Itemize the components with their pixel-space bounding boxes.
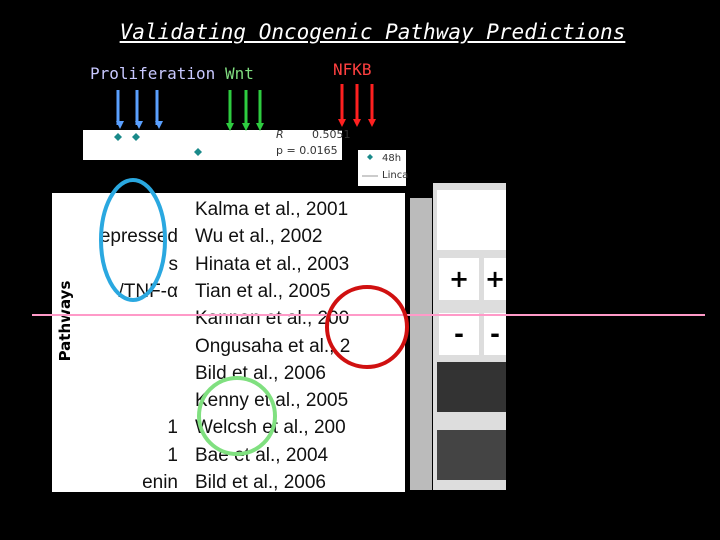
- legend-item: Linca: [382, 170, 409, 181]
- reference-table: [52, 193, 405, 492]
- legend-item: 48h: [382, 153, 402, 164]
- r-value: 0.5051: [312, 128, 351, 141]
- sign: -: [484, 313, 506, 355]
- pathway-cell: s: [168, 253, 179, 275]
- gel-band: [437, 362, 506, 412]
- blue-circle: [99, 178, 167, 302]
- reference-cell: Welcsh et al., 200: [195, 417, 346, 439]
- wnt-label: Wnt: [225, 64, 254, 83]
- gel-header: [437, 190, 506, 250]
- sign: -: [439, 313, 479, 355]
- nfkb-label: NFKB: [333, 60, 372, 79]
- reference-cell: Bae et al., 2004: [195, 444, 329, 466]
- pathway-cell: epressed: [99, 226, 178, 248]
- reference-cell: Tian et al., 2005: [195, 280, 331, 302]
- sign: +: [484, 258, 506, 300]
- plot-fragment: [83, 130, 342, 160]
- plot-points: [114, 133, 373, 160]
- proliferation-label: Proliferation: [90, 64, 216, 83]
- plot-legend: [358, 150, 406, 186]
- sign: +: [439, 258, 479, 300]
- reference-cell: Kannan et al., 200: [195, 308, 350, 330]
- reference-cell: Hinata et al., 2003: [195, 253, 350, 275]
- pathway-cell: 1: [167, 417, 178, 439]
- reference-cell: Kalma et al., 2001: [195, 199, 349, 220]
- reference-cell: Ongusaha et al., 2: [195, 335, 351, 357]
- p-value: p = 0.0165: [276, 144, 338, 157]
- gel-band: [437, 430, 506, 480]
- reference-cell: Wu et al., 2002: [195, 226, 323, 248]
- red-circle: [325, 285, 409, 369]
- pathways-label-bg: [52, 193, 80, 383]
- green-circle: [197, 376, 277, 456]
- pathway-cell: 1: [167, 444, 178, 466]
- r-label: R: [276, 128, 284, 141]
- pathway-cell: enin: [142, 472, 178, 493]
- gel-strip: [410, 198, 432, 490]
- arrows: [116, 84, 376, 131]
- title: Validating Oncogenic Pathway Predictions: [119, 20, 626, 44]
- reference-cell: Bild et al., 2006: [195, 472, 326, 493]
